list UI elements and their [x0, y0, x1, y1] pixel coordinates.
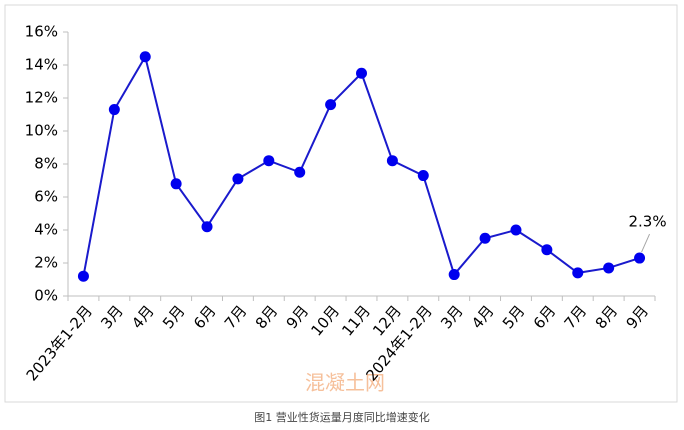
y-tick-label: 12% [25, 89, 58, 107]
y-tick-label: 16% [25, 23, 58, 41]
x-tick-label: 8月 [252, 302, 282, 332]
x-tick-label: 2023年1-2月 [23, 302, 96, 385]
line [82, 54, 640, 277]
x-tick-label: 7月 [561, 302, 591, 332]
y-tick-label: 10% [25, 122, 58, 140]
marker [170, 178, 182, 190]
data-label: 2.3% [628, 213, 666, 231]
x-tick-label: 5月 [499, 302, 529, 332]
x-tick-label: 11月 [338, 302, 374, 340]
x-tick-label: 6月 [190, 302, 220, 332]
x-tick-label: 4月 [128, 302, 158, 332]
marker [479, 232, 491, 244]
marker [77, 270, 89, 282]
marker [232, 173, 244, 185]
chart-frame [4, 4, 678, 403]
marker [417, 170, 429, 182]
marker [603, 262, 615, 274]
marker [325, 99, 337, 111]
x-tick-label: 7月 [221, 302, 251, 332]
y-tick-label: 0% [34, 287, 58, 305]
marker [108, 104, 120, 116]
y-tick-label: 4% [34, 221, 58, 239]
marker [386, 155, 398, 167]
caption: 图1 营业性货运量月度同比增速变化 [254, 410, 430, 424]
watermark: 混凝土网 [305, 371, 385, 395]
marker [510, 224, 522, 236]
marker [572, 267, 584, 279]
y-tick-label: 6% [34, 188, 58, 206]
marker [201, 221, 213, 233]
x-tick-label: 9月 [622, 302, 652, 332]
label-leader [641, 233, 651, 253]
marker [139, 51, 151, 63]
marker [541, 244, 553, 256]
x-tick-label: 10月 [307, 302, 343, 340]
y-tick-label: 14% [25, 56, 58, 74]
x-tick-label: 6月 [530, 302, 560, 332]
x-tick-label: 8月 [592, 302, 622, 332]
x-tick-label: 4月 [468, 302, 498, 332]
marker [634, 252, 646, 264]
x-tick-label: 3月 [437, 302, 467, 332]
x-tick-label: 5月 [159, 302, 189, 332]
y-tick-label: 2% [34, 254, 58, 272]
marker [448, 269, 460, 281]
x-tick-label: 3月 [97, 302, 127, 332]
y-tick-label: 8% [34, 155, 58, 173]
marker [356, 67, 367, 79]
marker [294, 166, 306, 178]
marker [263, 155, 275, 167]
